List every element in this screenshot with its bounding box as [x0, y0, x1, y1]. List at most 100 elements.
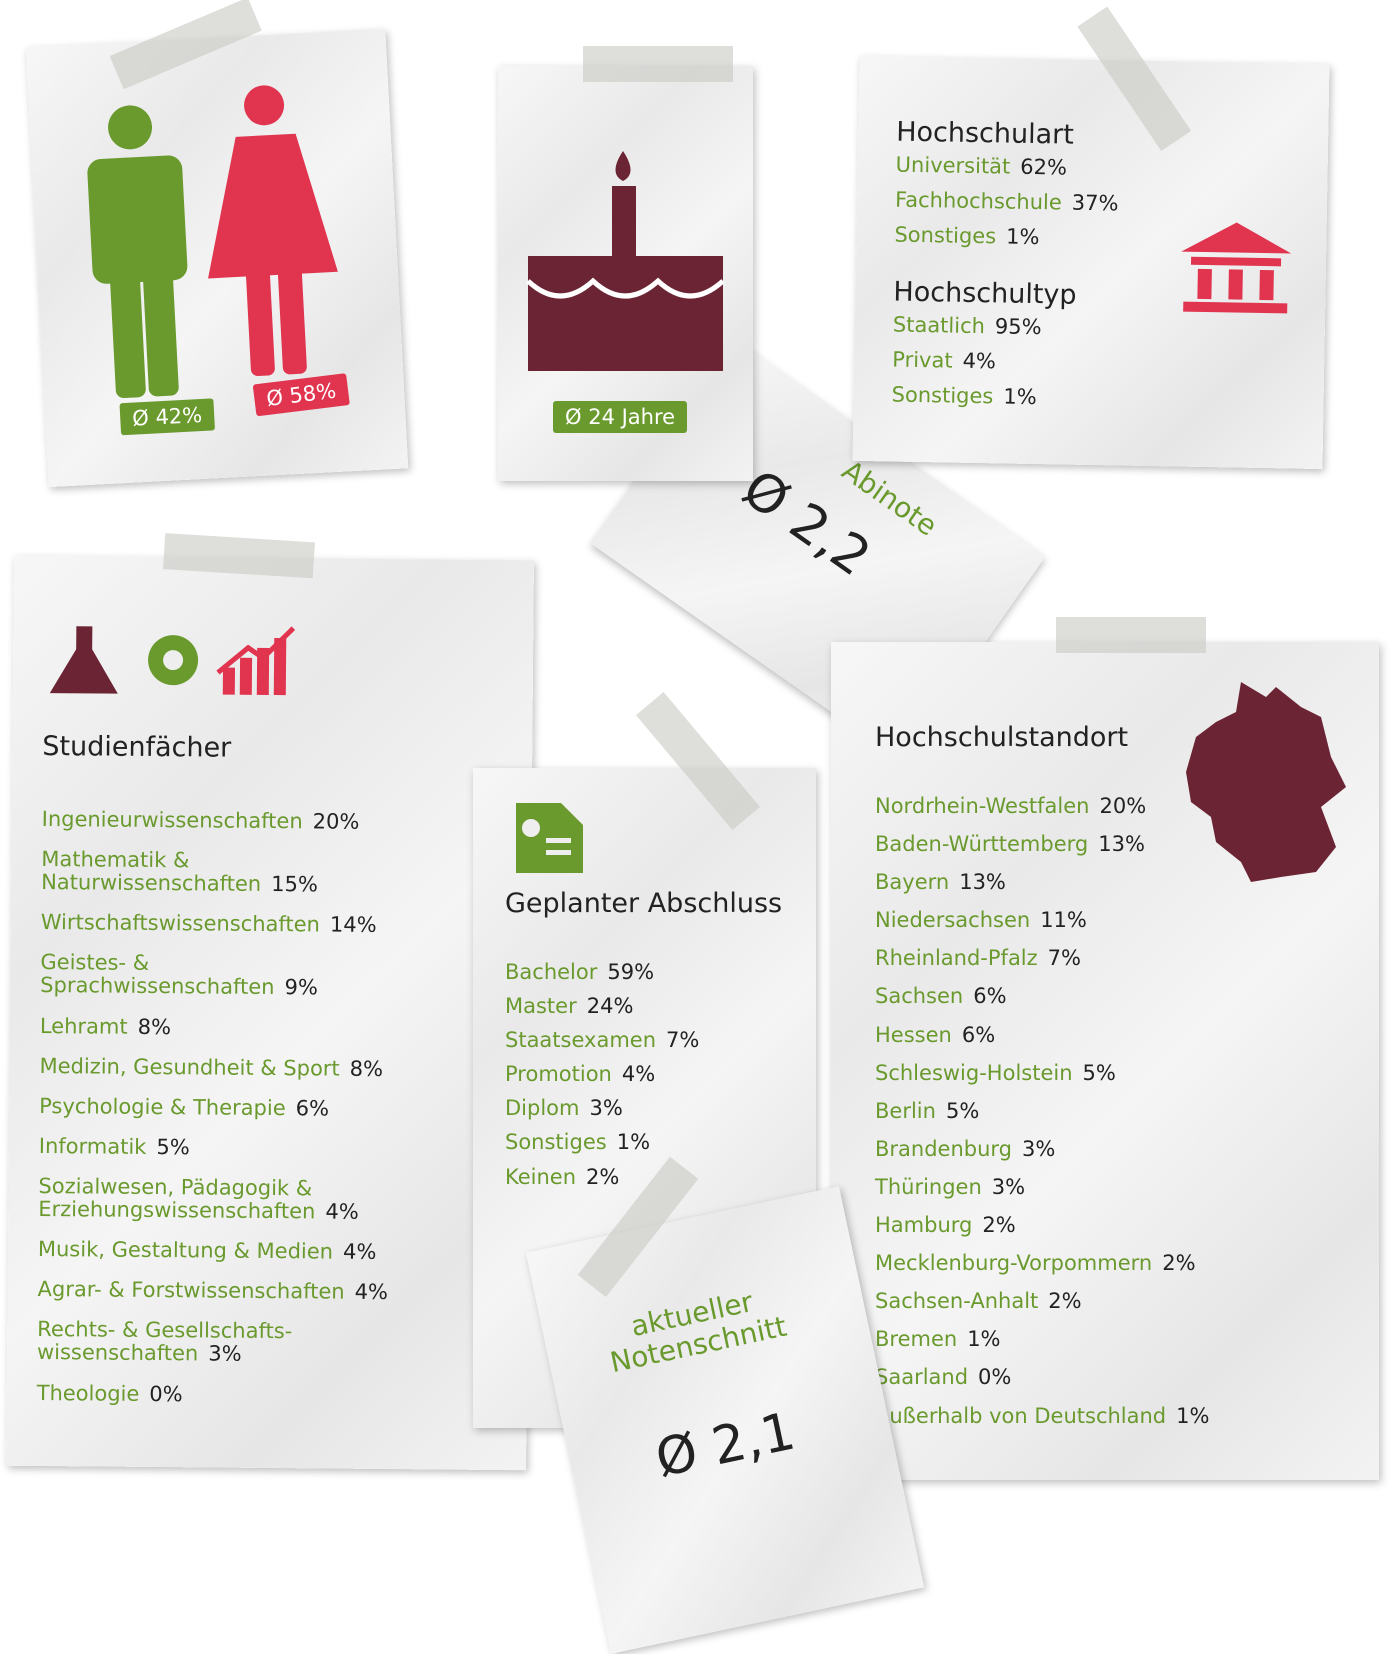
list-item: Niedersachsen 11%	[875, 909, 1209, 932]
list-item: Rheinland-Pfalz 7%	[875, 947, 1209, 970]
item-value: 13%	[1098, 832, 1145, 857]
item-label: Sachsen	[875, 984, 964, 1009]
item-label: Medizin, Gesundheit & Sport	[39, 1053, 340, 1081]
list-item: Bachelor 59%	[505, 960, 782, 984]
item-value: 3%	[589, 1096, 623, 1121]
germany-map	[1186, 682, 1346, 882]
subject-icons	[49, 626, 296, 696]
item-label: Schleswig-Holstein	[875, 1060, 1073, 1085]
item-value: 0%	[149, 1381, 183, 1406]
item-label: Diplom	[505, 1096, 580, 1121]
item-label: Privat	[892, 347, 953, 373]
list: Staatlich 95% Privat 4% Sonstiges 1%	[891, 313, 1117, 411]
item-label: Saarland	[875, 1365, 969, 1390]
item-value: 11%	[1040, 908, 1087, 933]
paper-standort: Hochschulstandort Nordrhein-Westfalen 20%…	[831, 617, 1379, 1480]
item-value: 9%	[284, 975, 318, 1000]
item-label: Psychologie & Therapie	[39, 1093, 286, 1120]
item-label: Mecklenburg-Vorpommern	[875, 1251, 1153, 1276]
item-value: 1%	[616, 1130, 651, 1155]
list-item: Bremen 1%	[875, 1328, 1209, 1351]
item-value: 13%	[959, 870, 1006, 895]
item-label: Mathematik & Naturwissenschaften	[41, 847, 262, 897]
item-value: 4%	[342, 1239, 377, 1265]
item-label: Lehramt	[39, 1013, 128, 1039]
item-value: 1%	[1003, 384, 1037, 410]
item-label: Nordrhein-Westfalen	[875, 794, 1090, 818]
list-item: Diplom 3%	[505, 1097, 782, 1120]
item-label: Sonstiges	[894, 222, 997, 249]
list: Universität 62% Fachhochschule 37% Sonstiges…	[894, 152, 1119, 251]
section-title: Studienfächer	[42, 731, 232, 764]
item-value: 59%	[607, 960, 655, 984]
item-value: 1%	[967, 1327, 1001, 1352]
item-value: 4%	[962, 349, 997, 374]
list-item: Medizin, Gesundheit & Sport 8%	[39, 1053, 390, 1081]
item-label: Bayern	[875, 870, 950, 895]
item-value: 5%	[156, 1134, 190, 1160]
item-label: Brandenburg	[875, 1136, 1013, 1161]
item-label: Geistes- & Sprachwissenschaften	[40, 950, 275, 1000]
tape	[1056, 617, 1206, 653]
item-value: 4%	[621, 1062, 656, 1087]
paper-hochschule: Hochschulart Universität 62% Fachhochschul…	[852, 6, 1330, 470]
item-value: 14%	[329, 912, 377, 938]
section-title: Hochschulart	[895, 116, 1075, 151]
item-value: 1%	[1176, 1403, 1210, 1428]
item-value: 2%	[982, 1213, 1016, 1238]
list-item: Fachhochschule 37%	[894, 187, 1119, 216]
item-value: 5%	[1082, 1060, 1116, 1085]
item-value: 24%	[586, 994, 634, 1019]
female-icon	[208, 85, 338, 377]
list-item: Psychologie & Therapie 6%	[39, 1093, 390, 1121]
item-value: 5%	[945, 1098, 980, 1123]
item-label: Informatik	[38, 1133, 147, 1159]
item-label: Sozialwesen, Pädagogik & Erziehungswisse…	[38, 1173, 316, 1224]
list-item: Agrar- & Forstwissenschaften 4%	[37, 1277, 388, 1304]
list-item: Sonstiges 1%	[891, 383, 1115, 411]
list-item: Wirtschaftswissenschaften 14%	[41, 910, 392, 938]
list-item: Thüringen 3%	[875, 1174, 1209, 1199]
item-value: 8%	[137, 1014, 172, 1039]
list-item: Privat 4%	[892, 347, 1116, 376]
item-label: Promotion	[505, 1062, 612, 1087]
item-label: Fachhochschule	[894, 187, 1063, 215]
list-item: Nordrhein-Westfalen 20%	[875, 794, 1209, 818]
list-item: Mecklenburg-Vorpommern 2%	[875, 1252, 1209, 1275]
item-value: 37%	[1071, 190, 1119, 216]
item-value: 3%	[208, 1341, 242, 1367]
item-value: 3%	[991, 1174, 1026, 1199]
list-item: Staatlich 95%	[893, 313, 1117, 341]
list-item: Staatsexamen 7%	[505, 1029, 782, 1052]
list-item: Musik, Gestaltung & Medien 4%	[38, 1237, 389, 1265]
university-icon	[1181, 222, 1292, 314]
list-item: Promotion 4%	[505, 1063, 782, 1086]
item-value: 20%	[312, 809, 360, 834]
section-title: Hochschultyp	[893, 276, 1077, 312]
item-label: Universität	[895, 152, 1011, 179]
paper-studienfaecher: Studienfächer Ingenieurwissenschaften 20%…	[6, 533, 534, 1471]
paper-abschluss: Geplanter Abschluss Bachelor 59% Master 24%…	[473, 691, 816, 1428]
item-value: 0%	[978, 1365, 1012, 1390]
list-item: Hessen 6%	[875, 1022, 1209, 1047]
male-icon	[87, 105, 188, 399]
list-item: Sonstiges 1%	[894, 222, 1118, 251]
list-item: Baden-Württemberg 13%	[875, 833, 1209, 856]
item-label: Hessen	[875, 1022, 952, 1047]
list-item: Berlin 5%	[875, 1098, 1209, 1123]
age-badge: Ø 24 Jahre	[553, 401, 688, 433]
document-icon	[516, 803, 583, 873]
item-value: 95%	[994, 314, 1042, 340]
item-label: Baden-Württemberg	[875, 832, 1089, 857]
list-item: Sozialwesen, Pädagogik & Erziehungswisse…	[38, 1173, 389, 1224]
item-value: 20%	[1099, 794, 1147, 818]
item-value: 4%	[325, 1199, 359, 1224]
list-item: Lehramt 8%	[39, 1013, 391, 1041]
section: Hochschulart Universität 62% Fachhochschul…	[891, 117, 1120, 423]
item-value: 2%	[586, 1164, 620, 1189]
item-label: Sachsen-Anhalt	[875, 1289, 1039, 1314]
list-item: Master 24%	[505, 995, 782, 1018]
item-value: 3%	[1022, 1136, 1056, 1161]
cake-icon	[526, 151, 725, 371]
